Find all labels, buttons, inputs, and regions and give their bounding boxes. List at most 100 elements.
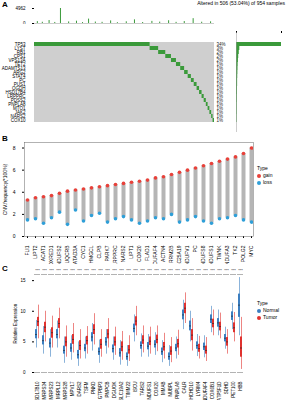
svg-text:***: *** — [42, 268, 47, 273]
svg-text:***: *** — [119, 268, 124, 273]
svg-text:ACAT1: ACAT1 — [40, 245, 46, 261]
svg-text:***: *** — [56, 268, 61, 273]
svg-text:TK2: TK2 — [232, 245, 238, 254]
svg-text:NUBPL: NUBPL — [168, 381, 173, 397]
svg-text:CLPB: CLPB — [96, 245, 102, 259]
svg-text:RRM2B: RRM2B — [168, 245, 174, 263]
svg-text:PNPLA8: PNPLA8 — [175, 381, 180, 399]
svg-text:ATP5F1D: ATP5F1D — [217, 381, 222, 400]
svg-text:HSD17B10: HSD17B10 — [35, 381, 40, 400]
svg-text:NDUFS2: NDUFS2 — [56, 245, 62, 264]
svg-text:***: *** — [168, 268, 173, 273]
svg-text:UQCRB: UQCRB — [64, 245, 70, 264]
svg-text:***: *** — [63, 268, 68, 273]
svg-text:***: *** — [210, 268, 215, 273]
svg-text:15: 15 — [20, 278, 26, 283]
svg-text:NDUFV1: NDUFV1 — [184, 245, 190, 264]
svg-text:***: *** — [91, 268, 96, 273]
svg-text:MRPS34: MRPS34 — [42, 381, 47, 400]
svg-text:NDUFS1: NDUFS1 — [208, 245, 214, 264]
svg-text:LIPT2: LIPT2 — [32, 245, 38, 259]
svg-text:COX6B1: COX6B1 — [210, 381, 215, 399]
svg-text:***: *** — [49, 268, 54, 273]
svg-text:COX10: COX10 — [11, 118, 26, 123]
svg-text:HBB: HBB — [238, 382, 243, 391]
svg-text:LIPT1: LIPT1 — [128, 245, 134, 259]
svg-text:0: 0 — [23, 370, 26, 375]
svg-text:NDUFA3: NDUFA3 — [224, 245, 230, 264]
svg-text:NDUFAF4: NDUFAF4 — [203, 381, 208, 400]
svg-text:6: 6 — [13, 167, 16, 173]
svg-text:TARS2: TARS2 — [140, 381, 145, 396]
svg-text:FLAD1: FLAD1 — [144, 245, 150, 261]
svg-text:***: *** — [196, 268, 201, 273]
svg-text:0: 0 — [235, 24, 238, 25]
svg-text:***: *** — [105, 268, 110, 273]
svg-text:4: 4 — [13, 189, 16, 195]
svg-text:***: *** — [147, 268, 152, 273]
svg-text:MRPS23: MRPS23 — [49, 381, 54, 400]
svg-text:1%: 1% — [217, 118, 224, 123]
svg-text:COX20: COX20 — [154, 381, 159, 396]
svg-text:***: *** — [126, 268, 131, 273]
svg-text:325: 325 — [278, 24, 286, 25]
svg-text:MYC: MYC — [248, 245, 254, 257]
svg-text:***: *** — [112, 268, 117, 273]
svg-text:PNKD: PNKD — [91, 381, 96, 394]
svg-text:***: *** — [77, 268, 82, 273]
svg-text:LYRM4: LYRM4 — [196, 381, 201, 396]
svg-text:***: *** — [175, 268, 180, 273]
svg-text:5: 5 — [23, 339, 26, 344]
svg-text:***: *** — [35, 268, 40, 273]
svg-text:ISCU: ISCU — [133, 382, 138, 393]
svg-text:0: 0 — [13, 233, 16, 239]
svg-text:NDUFS1: NDUFS1 — [147, 381, 152, 399]
svg-text:***: *** — [203, 268, 208, 273]
svg-text:2: 2 — [13, 211, 16, 217]
svg-text:SLC25A19: SLC25A19 — [176, 245, 182, 264]
svg-text:***: *** — [98, 268, 103, 273]
svg-text:***: *** — [238, 268, 243, 273]
svg-text:***: *** — [161, 268, 166, 273]
svg-text:***: *** — [189, 268, 194, 273]
svg-text:NDUFAF4: NDUFAF4 — [152, 245, 158, 264]
svg-text:TWNK: TWNK — [216, 245, 222, 260]
svg-text:POLG2: POLG2 — [240, 245, 246, 262]
svg-text:***: *** — [133, 268, 138, 273]
svg-text:CALR: CALR — [182, 381, 187, 394]
svg-text:GTPBP3: GTPBP3 — [98, 381, 103, 399]
svg-text:4962: 4962 — [15, 6, 26, 11]
svg-text:DGUOK: DGUOK — [112, 382, 117, 399]
svg-text:PMPCB: PMPCB — [105, 382, 110, 398]
svg-text:NDUFS8: NDUFS8 — [200, 245, 206, 264]
svg-text:***: *** — [224, 268, 229, 273]
svg-text:PET100: PET100 — [231, 381, 236, 398]
svg-text:PC: PC — [192, 245, 198, 252]
svg-text:PARK7: PARK7 — [104, 245, 110, 261]
svg-text:COX20: COX20 — [136, 245, 142, 262]
svg-text:CNV.frequency(*100%): CNV.frequency(*100%) — [2, 163, 8, 215]
svg-text:***: *** — [84, 268, 89, 273]
svg-text:***: *** — [217, 268, 222, 273]
svg-text:ACTN4: ACTN4 — [160, 245, 166, 262]
svg-text:MRPS28: MRPS28 — [63, 381, 68, 400]
svg-text:***: *** — [231, 268, 236, 273]
svg-text:8: 8 — [13, 145, 16, 151]
svg-text:***: *** — [182, 268, 187, 273]
svg-text:MMAB: MMAB — [161, 382, 166, 396]
svg-text:10: 10 — [20, 309, 26, 314]
svg-text:TSFM: TSFM — [84, 381, 89, 393]
svg-text:MRPL12: MRPL12 — [56, 381, 61, 399]
svg-text:Relative Expression: Relative Expression — [13, 303, 18, 343]
svg-text:SDHD: SDHD — [224, 381, 229, 395]
svg-text:FOXRED1: FOXRED1 — [48, 245, 54, 264]
svg-text:MPV17: MPV17 — [70, 381, 75, 396]
svg-text:***: *** — [154, 268, 159, 273]
svg-text:CYC1: CYC1 — [80, 245, 86, 259]
svg-text:TIMM22: TIMM22 — [126, 381, 131, 398]
svg-text:DARS2: DARS2 — [77, 381, 82, 397]
svg-text:ATAD3A: ATAD3A — [72, 245, 78, 264]
svg-text:FLI1: FLI1 — [24, 245, 30, 255]
svg-text:CHCHD10: CHCHD10 — [189, 381, 194, 400]
svg-text:SLC19A2: SLC19A2 — [119, 381, 124, 400]
